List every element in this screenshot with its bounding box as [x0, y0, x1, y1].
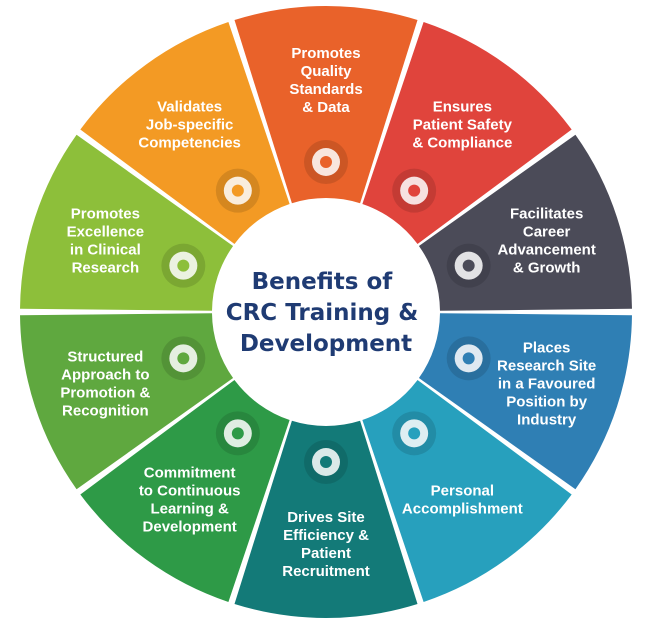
segment-label: Commitment to Continuous Learning & Develop…: [139, 465, 241, 536]
center-circle: [218, 204, 434, 420]
segment-label-line: Places: [523, 340, 571, 357]
segment-label-line: & Compliance: [412, 134, 512, 151]
wheel-segment: [234, 5, 418, 204]
segment-label-line: Excellence: [67, 223, 145, 240]
center-title-line: CRC Training &: [226, 300, 419, 326]
segment-label-line: Approach to: [61, 367, 149, 384]
document-check-icon: [304, 140, 348, 184]
segment-label-line: in a Favoured: [498, 376, 596, 393]
segment-label: Places Research Site in a Favoured Position…: [497, 340, 596, 429]
hand-plant-icon: [446, 243, 491, 288]
segment-label-line: Promotes: [291, 45, 360, 62]
segment-label: Ensures Patient Safety & Compliance: [412, 98, 512, 151]
segment-label-line: Career: [523, 223, 571, 240]
segment-label-line: Competencies: [138, 134, 241, 151]
segment-label-line: Advancement: [497, 241, 595, 258]
segment-label-line: Industry: [517, 412, 577, 429]
segment-label-line: Research: [72, 259, 140, 276]
segment-label-line: Efficiency &: [283, 527, 369, 544]
stairs-climb-icon: [161, 336, 206, 381]
wheel-segment: [234, 420, 418, 619]
segment-label-line: Standards: [289, 81, 362, 98]
segment-label-line: Ensures: [433, 98, 492, 115]
segment-label: Drives Site Efficiency & Patient Recruitmen…: [282, 509, 370, 580]
wheel-icons: [161, 140, 491, 484]
segment-label-line: Personal: [431, 483, 494, 500]
segment-label-line: Commitment: [144, 465, 236, 482]
segment-label-line: Promotion &: [60, 385, 150, 402]
center-title: Benefits of CRC Training & Development: [226, 269, 427, 357]
segment-label-line: Patient: [301, 545, 351, 562]
shield-plus-icon: [392, 168, 437, 213]
segment-label-line: Drives Site: [287, 509, 365, 526]
segment-label: Structured Approach to Promotion & Recognit…: [60, 349, 150, 420]
segment-label: Personal Accomplishment: [402, 483, 523, 518]
segment-label: Facilitates Career Advancement & Growth: [497, 205, 595, 276]
segment-label-line: & Data: [302, 99, 350, 116]
segment-label-line: Facilitates: [510, 205, 583, 222]
segment-label: Validates Job-specific Competencies: [138, 98, 241, 151]
wheel-labels: Promotes Quality Standards & Data Ensures Pat…: [60, 45, 596, 580]
segment-label-line: Validates: [157, 98, 222, 115]
segment-label-line: Learning &: [150, 501, 229, 518]
segment-label-line: Recognition: [62, 403, 149, 420]
segment-label-line: in Clinical: [70, 241, 141, 258]
segment-label-line: Structured: [67, 349, 143, 366]
center-title-line: Benefits of: [252, 269, 394, 295]
medal-icon: [392, 411, 437, 456]
segment-label-line: Accomplishment: [402, 501, 523, 518]
segment-label-line: Recruitment: [282, 563, 370, 580]
segment-label-line: Research Site: [497, 358, 596, 375]
segment-label: Promotes Excellence in Clinical Research: [67, 205, 145, 276]
segment-label-line: Promotes: [71, 205, 140, 222]
segment-label-line: Patient Safety: [413, 116, 513, 133]
segment-label-line: Development: [143, 519, 237, 536]
segment-label-line: to Continuous: [139, 483, 241, 500]
center-title-line: Development: [240, 331, 412, 357]
team-gears-icon: [304, 440, 348, 484]
trophy-icon: [161, 243, 206, 288]
segment-label-line: & Growth: [513, 259, 581, 276]
hands-together-icon: [215, 411, 260, 456]
brain-bulb-icon: [215, 168, 260, 213]
segment-label: Promotes Quality Standards & Data: [289, 45, 362, 116]
segment-label-line: Position by: [506, 394, 587, 411]
segment-label-line: Quality: [301, 63, 353, 80]
segment-label-line: Job-specific: [146, 116, 234, 133]
handshake-icon: [446, 336, 491, 381]
